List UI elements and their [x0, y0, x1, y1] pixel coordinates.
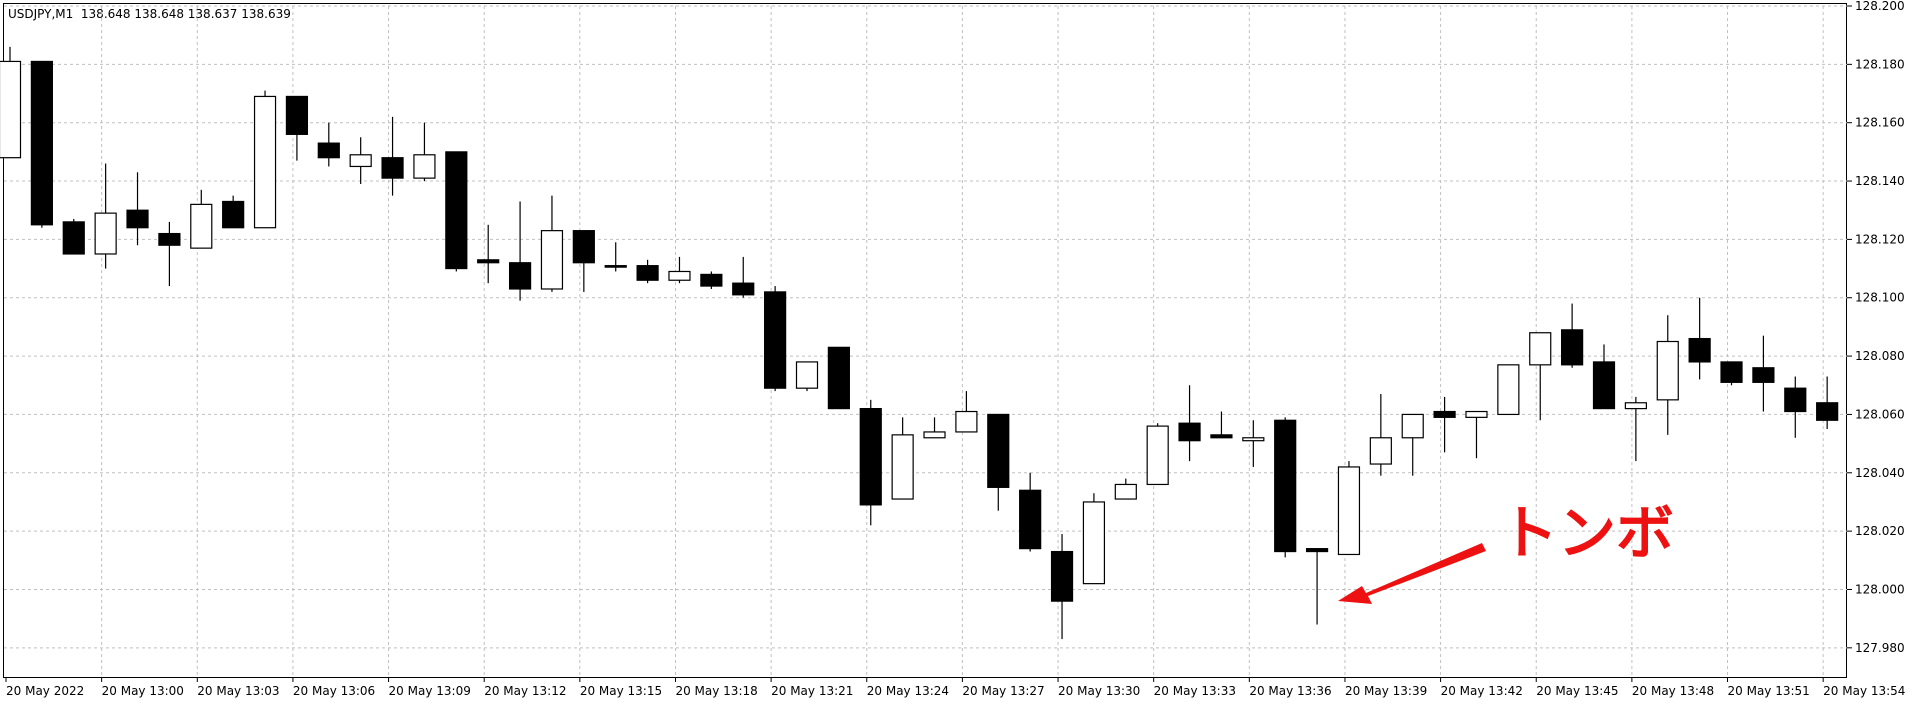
candle-body	[987, 413, 1010, 488]
candle-body	[1656, 340, 1679, 401]
y-tick-label: 128.060	[1855, 407, 1905, 421]
candle-body	[1529, 332, 1552, 366]
candle-body	[285, 95, 309, 135]
candle-body	[1337, 466, 1361, 556]
x-tick-label: 20 May 13:21	[771, 684, 853, 698]
y-tick-label: 128.020	[1855, 524, 1905, 538]
candle-body	[1050, 550, 1074, 602]
candle-body	[158, 232, 181, 246]
candle-body	[1146, 425, 1169, 486]
candle-body	[1816, 402, 1839, 421]
annotation-arrow	[1338, 543, 1486, 604]
candle-body	[1688, 337, 1711, 363]
candle-body	[764, 291, 787, 389]
x-tick-label: 20 May 13:48	[1632, 684, 1714, 698]
x-tick-label: 20 May 13:42	[1441, 684, 1523, 698]
candle-body	[126, 209, 149, 229]
candle-body	[700, 273, 723, 287]
candle-body	[1210, 434, 1233, 439]
x-tick-label: 20 May 13:24	[867, 684, 949, 698]
y-tick-label: 128.140	[1855, 174, 1905, 188]
x-tick-label: 20 May 13:15	[580, 684, 662, 698]
candle-body	[94, 212, 117, 255]
annotation: トンボ	[1500, 499, 1674, 567]
x-tick-label: 20 May 13:45	[1536, 684, 1618, 698]
candle-body	[1019, 489, 1042, 550]
y-tick-label: 128.080	[1855, 349, 1905, 363]
candle-body	[30, 60, 53, 226]
candle-body	[1784, 387, 1807, 413]
candle-body	[1242, 437, 1265, 442]
y-tick-label: 128.180	[1855, 57, 1905, 71]
x-tick-label: 20 May 13:51	[1728, 684, 1810, 698]
x-tick-label: 20 May 13:54	[1823, 684, 1905, 698]
y-tick-label: 128.200	[1855, 0, 1905, 13]
plot-frame	[3, 3, 1847, 678]
candle-body	[222, 200, 245, 229]
candle-body	[477, 259, 500, 264]
x-tick-label: 20 May 13:30	[1058, 684, 1140, 698]
candle-body	[0, 60, 22, 159]
candle-body	[923, 431, 946, 439]
candle-body	[381, 157, 404, 179]
candle-body	[891, 434, 914, 500]
candle-body	[1720, 361, 1743, 383]
candle-body	[1274, 419, 1297, 553]
candle-body	[317, 142, 340, 159]
y-tick-label: 128.040	[1855, 466, 1905, 480]
x-tick-label: 20 May 13:18	[675, 684, 757, 698]
candle-body	[62, 221, 85, 255]
candle-body	[859, 408, 882, 506]
y-tick-label: 128.100	[1855, 291, 1905, 305]
candle-body	[445, 151, 468, 270]
candle-body	[668, 270, 691, 281]
candle-body	[1082, 501, 1106, 585]
x-tick-label: 20 May 13:39	[1345, 684, 1427, 698]
x-tick-label: 20 May 2022	[6, 684, 84, 698]
x-tick-label: 20 May 13:12	[484, 684, 566, 698]
candle-body	[1465, 410, 1488, 418]
x-tick-label: 20 May 13:33	[1154, 684, 1236, 698]
y-tick-label: 128.160	[1855, 116, 1905, 130]
symbol-header: USDJPY,M1 138.648 138.648 138.637 138.63…	[8, 7, 291, 21]
candle-body	[1369, 437, 1392, 465]
candle-body	[636, 265, 659, 281]
candle-body	[1592, 361, 1616, 410]
y-tick-label: 128.000	[1855, 582, 1905, 596]
candle-body	[1114, 483, 1137, 500]
candle-body	[253, 95, 277, 229]
candle-body	[508, 262, 532, 290]
candle-body	[1752, 367, 1775, 383]
candle-body	[1178, 422, 1201, 442]
candle-body	[955, 410, 978, 433]
x-tick-label: 20 May 13:36	[1249, 684, 1331, 698]
x-tick-label: 20 May 13:03	[197, 684, 279, 698]
candle-body	[1561, 329, 1584, 366]
x-tick-label: 20 May 13:09	[389, 684, 471, 698]
candle-body	[795, 361, 819, 389]
candle-body	[413, 154, 436, 179]
candle-body	[1305, 548, 1329, 553]
candle-body	[572, 230, 595, 264]
candle-body	[540, 230, 564, 290]
candle-body	[190, 203, 213, 249]
candle-body	[732, 282, 755, 296]
candle-body	[827, 346, 850, 410]
candle-body	[604, 265, 627, 268]
x-tick-label: 20 May 13:27	[962, 684, 1044, 698]
candle-body	[1497, 364, 1520, 416]
candle-body	[349, 154, 372, 168]
y-tick-label: 127.980	[1855, 641, 1905, 655]
y-tick-label: 128.120	[1855, 232, 1905, 246]
candle-body	[1401, 413, 1424, 439]
x-tick-label: 20 May 13:06	[293, 684, 375, 698]
candle-body	[1624, 402, 1647, 410]
candle-body	[1433, 410, 1456, 418]
x-tick-label: 20 May 13:00	[102, 684, 184, 698]
